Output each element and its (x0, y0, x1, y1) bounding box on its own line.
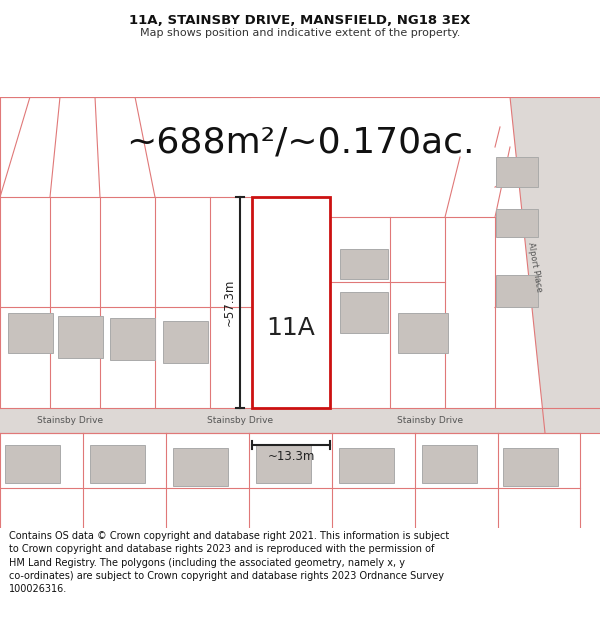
Bar (0, 408, 600, 433)
Bar (398, 312, 448, 352)
Text: 11A: 11A (266, 316, 316, 340)
Text: Map shows position and indicative extent of the property.: Map shows position and indicative extent… (140, 28, 460, 38)
Text: ~688m²/~0.170ac.: ~688m²/~0.170ac. (126, 125, 474, 159)
Bar (340, 249, 388, 279)
Bar (163, 321, 208, 362)
Bar (5, 445, 60, 483)
Bar (496, 209, 538, 238)
Bar (8, 312, 53, 352)
Bar (339, 448, 394, 483)
Bar (110, 318, 155, 359)
Polygon shape (510, 97, 600, 433)
Bar (252, 197, 330, 408)
Bar (496, 276, 538, 308)
Bar (173, 448, 228, 486)
Text: 11A, STAINSBY DRIVE, MANSFIELD, NG18 3EX: 11A, STAINSBY DRIVE, MANSFIELD, NG18 3EX (130, 14, 470, 27)
Text: Stainsby Drive: Stainsby Drive (397, 416, 463, 425)
Bar (340, 292, 388, 332)
Bar (422, 445, 477, 483)
Bar (90, 445, 145, 483)
Text: ~57.3m: ~57.3m (223, 279, 236, 326)
Text: ~13.3m: ~13.3m (268, 450, 314, 463)
Bar (58, 316, 103, 357)
Text: Contains OS data © Crown copyright and database right 2021. This information is : Contains OS data © Crown copyright and d… (9, 531, 449, 594)
Bar (256, 445, 311, 483)
Bar (496, 157, 538, 187)
Text: Alport Place: Alport Place (526, 242, 544, 293)
Bar (503, 448, 558, 486)
Text: Stainsby Drive: Stainsby Drive (37, 416, 103, 425)
Text: Stainsby Drive: Stainsby Drive (207, 416, 273, 425)
